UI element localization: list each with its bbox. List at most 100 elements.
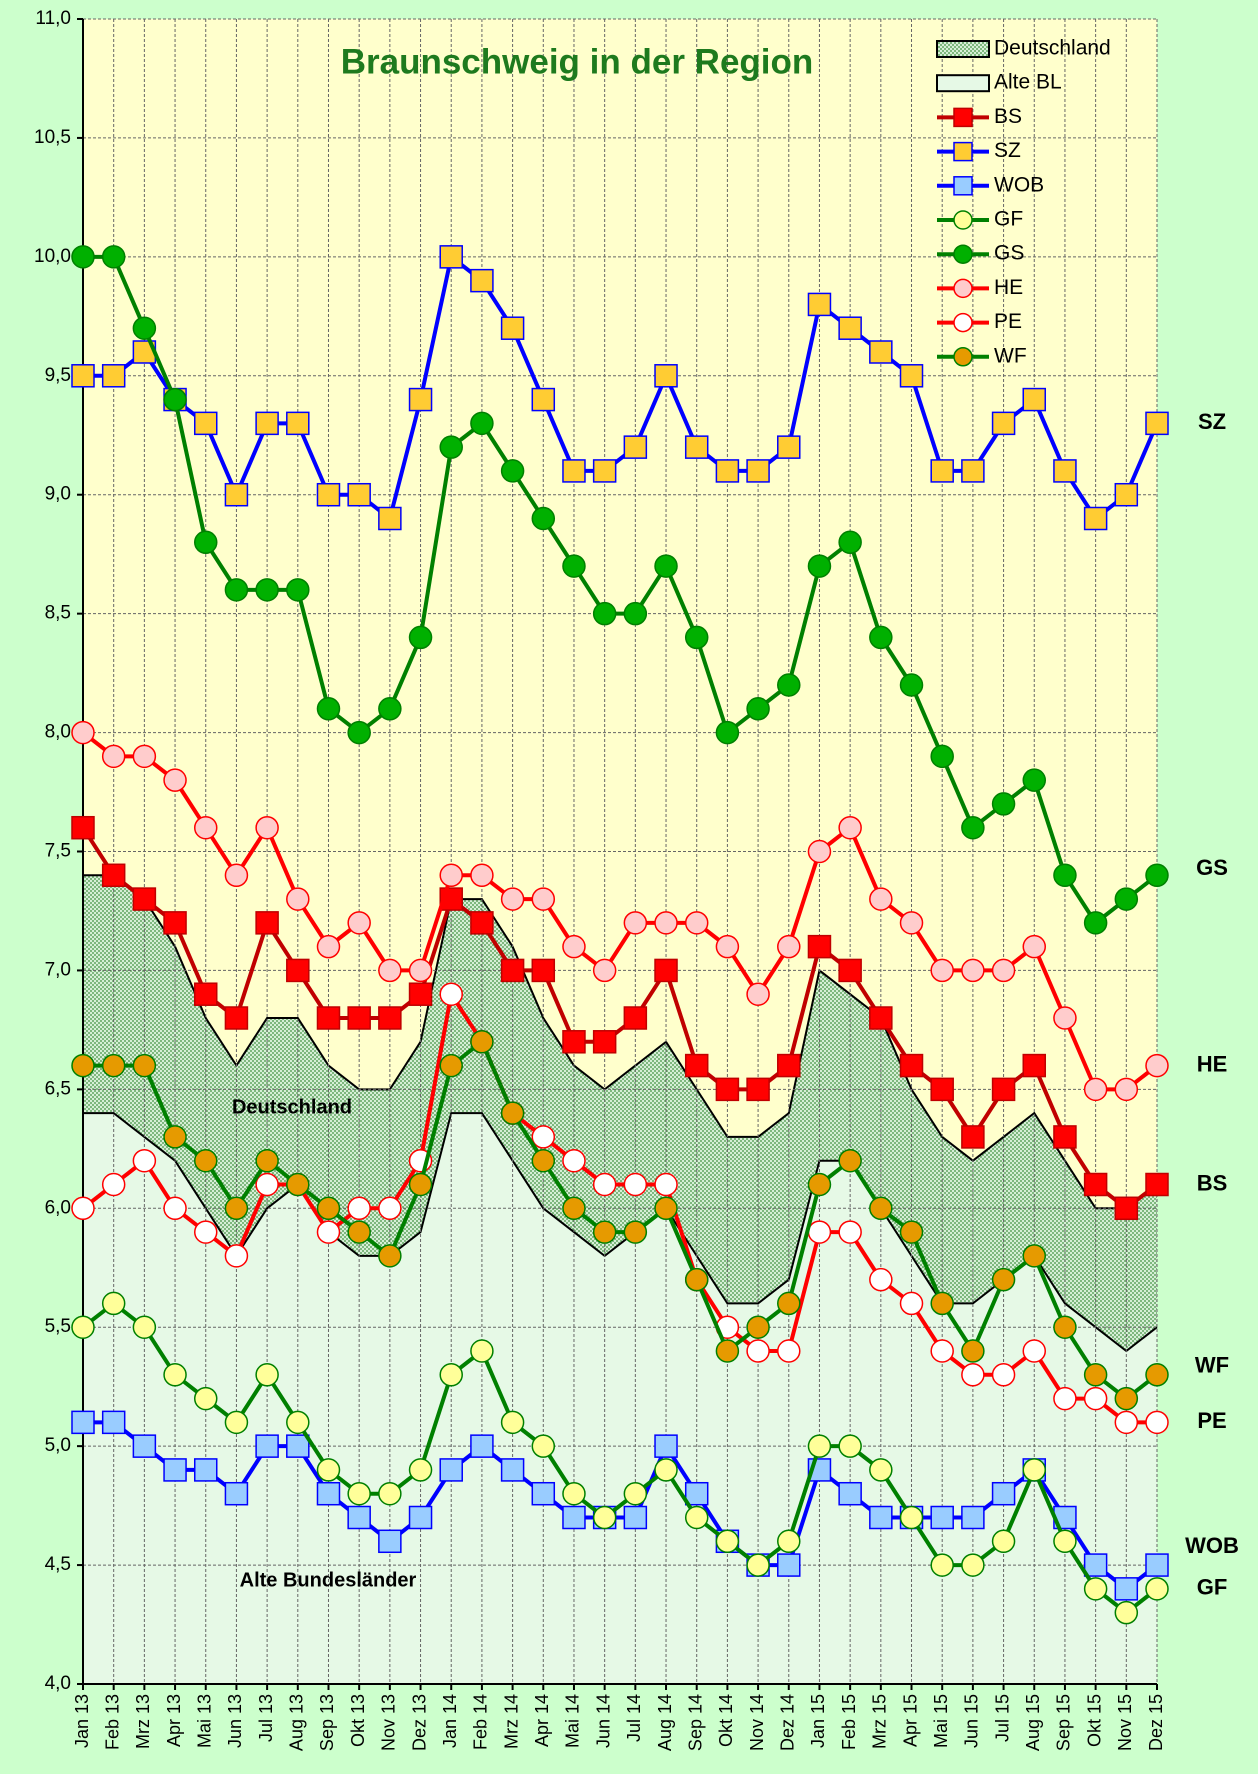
- marker: [1145, 863, 1169, 888]
- marker: [531, 1434, 556, 1458]
- marker: [623, 435, 648, 459]
- marker: [193, 1220, 218, 1244]
- marker: [1083, 1363, 1108, 1387]
- marker: [777, 1339, 801, 1363]
- marker: [439, 1363, 463, 1387]
- legend-label: WF: [994, 344, 1027, 367]
- marker: [500, 1410, 525, 1435]
- marker: [255, 815, 279, 840]
- legend-marker: [953, 141, 973, 162]
- marker: [746, 982, 770, 1006]
- marker: [163, 1363, 187, 1387]
- x-tick-label: Apr 13: [164, 1694, 184, 1747]
- marker: [1145, 1053, 1169, 1078]
- marker: [316, 697, 341, 721]
- marker: [1114, 887, 1139, 911]
- marker: [1114, 1386, 1139, 1411]
- marker: [746, 1315, 770, 1339]
- marker: [408, 1458, 433, 1482]
- marker: [408, 1505, 433, 1530]
- marker: [1145, 1553, 1169, 1577]
- marker: [316, 1458, 341, 1482]
- marker: [592, 1030, 617, 1054]
- marker: [562, 1196, 586, 1221]
- marker: [1053, 1125, 1077, 1149]
- marker: [777, 673, 801, 697]
- series-end-label: GS: [1196, 855, 1228, 880]
- marker: [715, 1077, 740, 1102]
- marker: [869, 1006, 893, 1030]
- marker: [347, 1196, 371, 1221]
- marker: [715, 1339, 740, 1363]
- marker: [961, 1553, 985, 1577]
- x-tick-label: Mai 15: [931, 1694, 951, 1748]
- marker: [408, 387, 433, 412]
- marker: [1114, 482, 1139, 507]
- marker: [654, 364, 678, 388]
- legend-swatch: [936, 40, 990, 58]
- marker: [592, 601, 617, 626]
- x-tick-label: Mrz 15: [870, 1694, 890, 1749]
- annotation: Deutschland: [232, 1096, 352, 1118]
- marker: [408, 1172, 433, 1197]
- x-tick-label: Okt 13: [348, 1694, 368, 1747]
- area-outline: [83, 874, 1158, 1210]
- marker: [869, 1196, 893, 1221]
- marker: [101, 1053, 126, 1078]
- marker: [684, 1481, 709, 1506]
- legend-label: PE: [994, 310, 1022, 333]
- marker: [1114, 1600, 1139, 1625]
- marker: [991, 792, 1016, 816]
- marker: [347, 1220, 371, 1244]
- marker: [531, 506, 556, 531]
- marker: [869, 1458, 893, 1482]
- series-end-label: WOB: [1185, 1533, 1239, 1558]
- x-tick-label: Jul 15: [992, 1694, 1012, 1742]
- marker: [163, 911, 187, 935]
- marker: [807, 1172, 832, 1197]
- marker: [592, 1172, 617, 1197]
- marker: [899, 1053, 924, 1078]
- marker: [777, 934, 801, 959]
- marker: [1053, 1315, 1077, 1339]
- marker: [684, 1505, 709, 1530]
- marker: [684, 1053, 709, 1078]
- y-tick-label: 4,5: [45, 1554, 71, 1575]
- marker: [1083, 911, 1108, 935]
- marker: [654, 1196, 678, 1221]
- series-end-label: WF: [1195, 1353, 1229, 1378]
- marker: [991, 1077, 1016, 1102]
- legend-marker: [953, 278, 973, 299]
- marker: [193, 1458, 218, 1482]
- marker: [132, 316, 157, 340]
- marker: [807, 292, 832, 317]
- marker: [255, 1172, 279, 1197]
- series-end-label: BS: [1197, 1170, 1228, 1195]
- marker: [592, 459, 617, 483]
- marker: [1022, 387, 1047, 412]
- marker: [838, 530, 862, 555]
- marker: [623, 601, 648, 626]
- marker: [562, 1030, 586, 1054]
- marker: [101, 744, 126, 769]
- y-tick-label: 10,5: [34, 127, 71, 148]
- marker: [71, 720, 95, 745]
- marker: [930, 744, 954, 769]
- x-tick-label: Jun 13: [225, 1694, 245, 1748]
- marker: [500, 958, 525, 983]
- marker: [71, 1053, 95, 1078]
- marker: [316, 1196, 341, 1221]
- marker: [838, 1481, 862, 1506]
- x-tick-label: Jun 14: [593, 1694, 613, 1748]
- marker: [132, 1148, 157, 1173]
- marker: [899, 1220, 924, 1244]
- marker: [193, 1386, 218, 1411]
- y-tick-label: 8,0: [45, 722, 71, 743]
- marker: [961, 1125, 985, 1149]
- x-tick-label: Apr 14: [532, 1694, 552, 1747]
- x-tick-label: Dez 13: [409, 1694, 429, 1751]
- marker: [1083, 1077, 1108, 1102]
- legend-label: BS: [994, 105, 1022, 128]
